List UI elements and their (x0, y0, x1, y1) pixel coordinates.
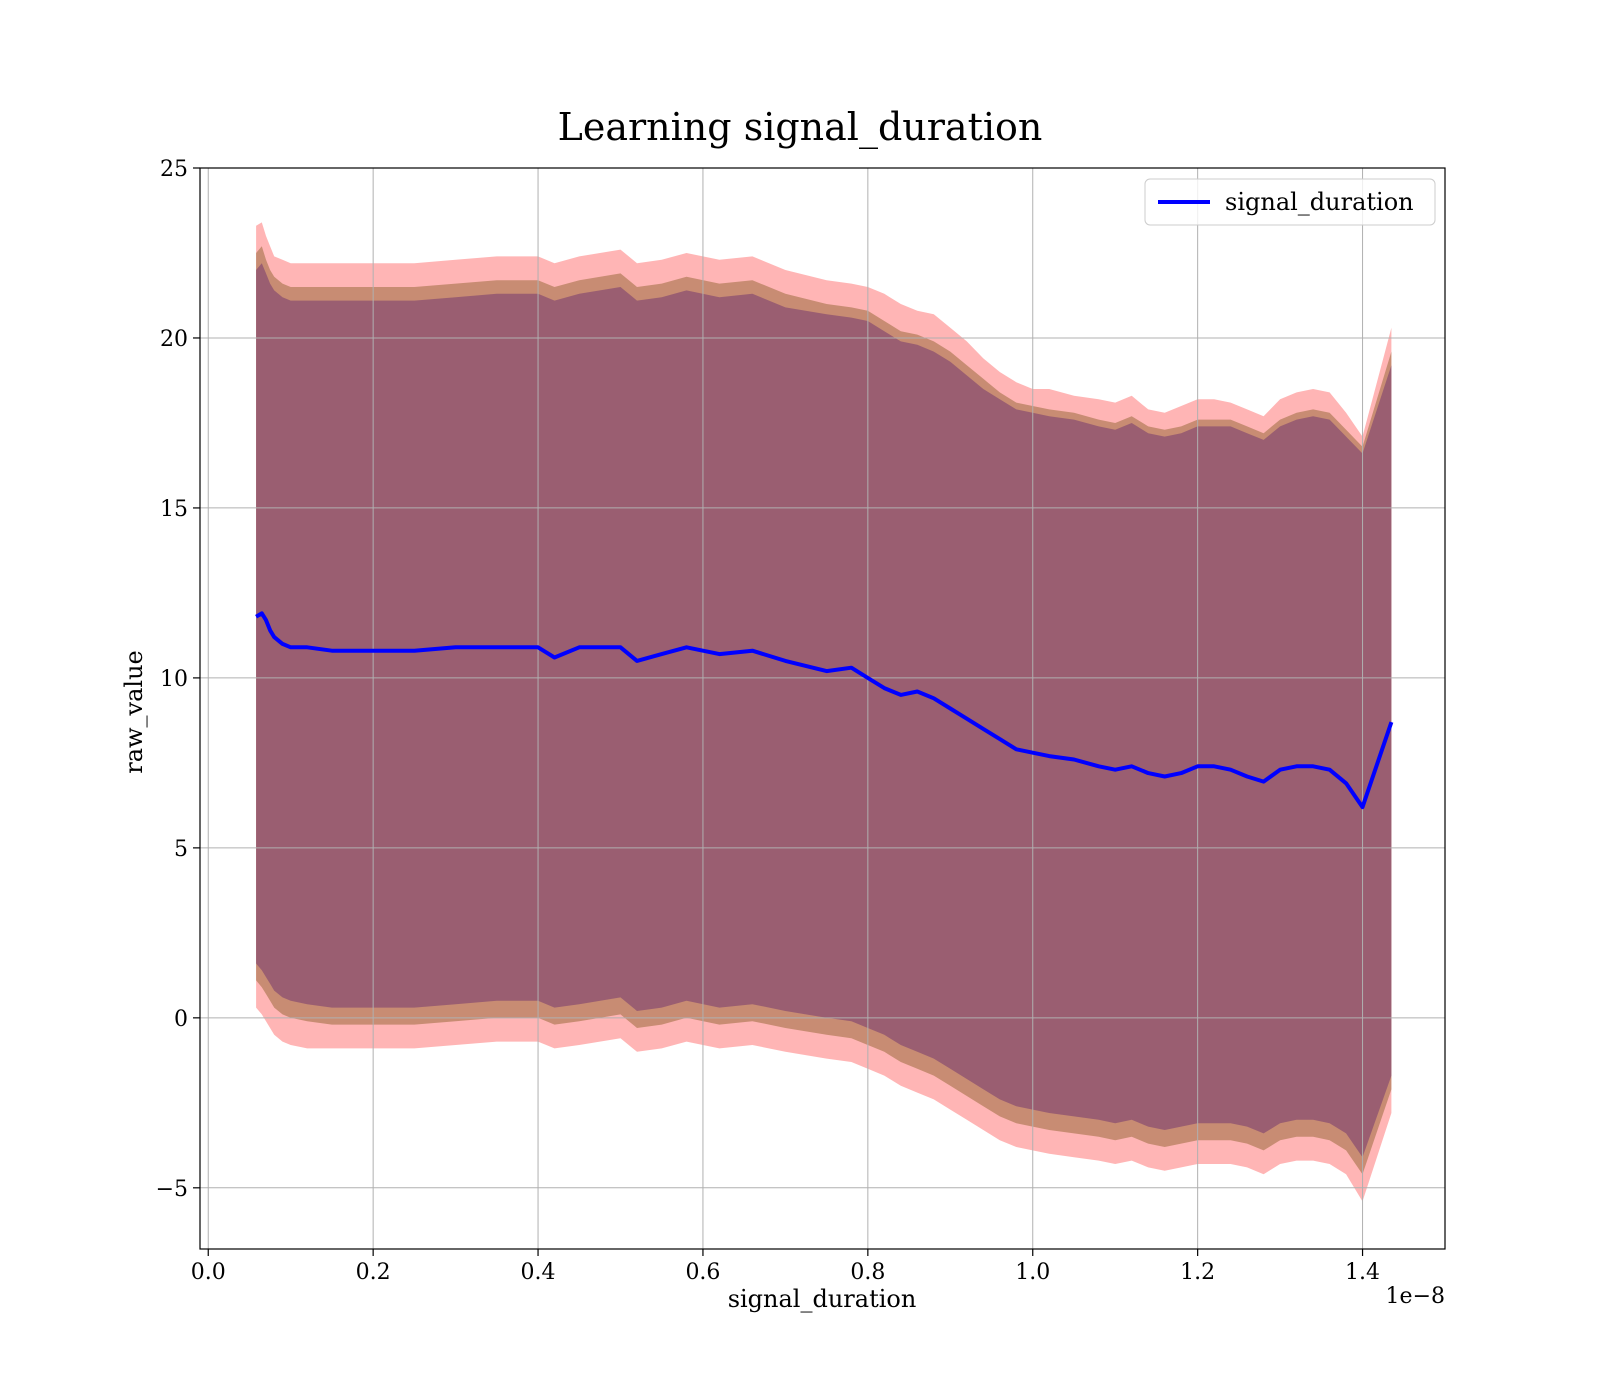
x-tick-label: 1.4 (1345, 1260, 1380, 1285)
x-tick-label: 0.0 (191, 1260, 226, 1285)
legend-label: signal_duration (1225, 188, 1414, 216)
y-tick-label: 5 (174, 837, 188, 862)
y-tick-label: 15 (160, 497, 188, 522)
x-tick-label: 1.0 (1015, 1260, 1050, 1285)
x-tick-label: 0.4 (521, 1260, 556, 1285)
y-axis: −5 0 5 10 15 20 25 (156, 157, 200, 1202)
series-line (255, 611, 1394, 810)
y-tick-label: 20 (160, 327, 188, 352)
y-axis-label: raw_value (120, 650, 148, 774)
x-tick-label: 0.2 (356, 1260, 391, 1285)
x-axis-offset-label: 1e−8 (1386, 1284, 1445, 1309)
confidence-bands (256, 222, 1392, 1202)
x-tick-label: 1.2 (1180, 1260, 1215, 1285)
x-axis-label: signal_duration (728, 1285, 917, 1313)
y-tick-label: −5 (156, 1177, 188, 1202)
y-tick-label: 25 (160, 157, 188, 182)
series-lines (255, 611, 1394, 810)
legend: signal_duration (1144, 178, 1436, 226)
legend-box (1144, 178, 1436, 226)
x-tick-label: 0.8 (850, 1260, 885, 1285)
band-2 (256, 263, 1392, 1158)
y-tick-label: 0 (174, 1007, 188, 1032)
x-tick-label: 0.6 (685, 1260, 720, 1285)
plot-frame (199, 167, 1446, 1250)
y-tick-label: 10 (160, 667, 188, 692)
chart-title: Learning signal_duration (558, 105, 1043, 150)
x-axis: 0.0 0.2 0.4 0.6 0.8 1.0 1.2 1.4 (191, 1249, 1380, 1285)
